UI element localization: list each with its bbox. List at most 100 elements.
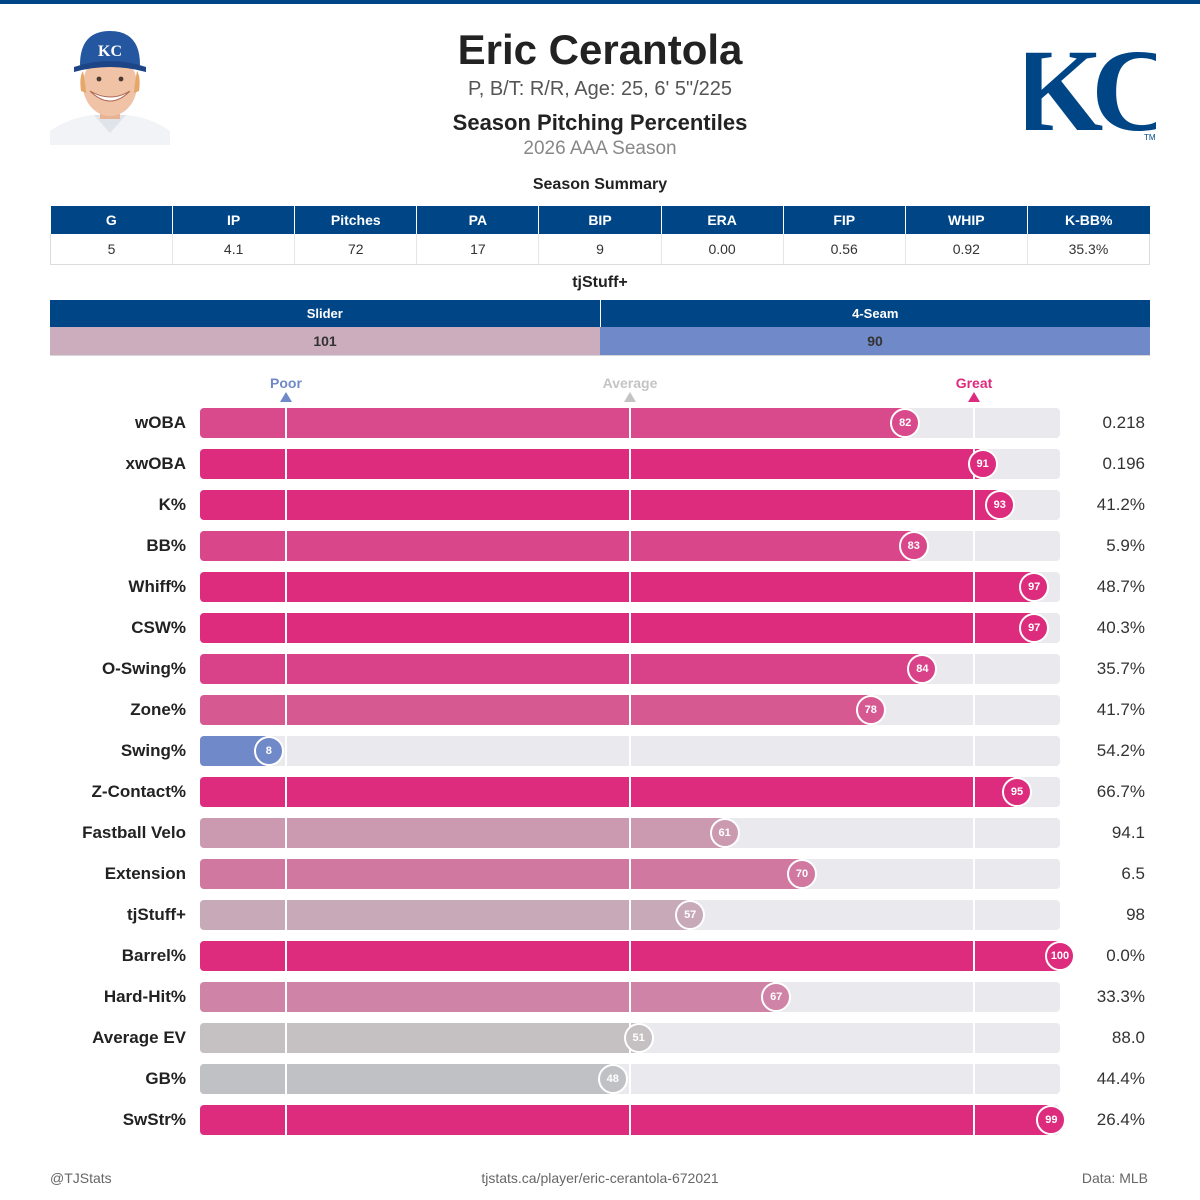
scale-gridline xyxy=(629,531,631,561)
scale-gridline xyxy=(285,531,287,561)
percentile-bubble: 97 xyxy=(1019,613,1050,643)
scale-gridline xyxy=(285,859,287,889)
team-logo: KC TM xyxy=(1026,25,1156,147)
metric-value: 44.4% xyxy=(1096,1069,1145,1088)
footer-source: Data: MLB xyxy=(1081,1170,1148,1186)
percentile-bubble: 83 xyxy=(898,531,929,561)
summary-header-row: G IP Pitches PA BIP ERA FIP WHIP K-BB% xyxy=(50,206,1150,234)
scale-gridline xyxy=(973,613,975,643)
scale-gridline xyxy=(285,572,287,602)
percentile-bubble: 91 xyxy=(967,449,998,479)
percentile-bar xyxy=(200,531,914,561)
scale-gridline xyxy=(973,531,975,561)
percentile-bubble: 82 xyxy=(890,408,921,438)
summary-value-ip: 4.1 xyxy=(172,234,296,265)
summary-value-pa: 17 xyxy=(416,234,540,265)
scale-gridline xyxy=(285,654,287,684)
metric-value: 0.196 xyxy=(1102,454,1145,473)
percentile-bubble: 51 xyxy=(623,1023,654,1053)
scale-label-poor: Poor xyxy=(270,375,302,391)
metric-label: GB% xyxy=(145,1069,186,1088)
percentile-row: BB% 83 5.9% xyxy=(0,531,1200,561)
scale-gridline xyxy=(285,777,287,807)
summary-value-row: 5 4.1 72 17 9 0.00 0.56 0.92 35.3% xyxy=(49,234,1151,265)
season-label: 2026 AAA Season xyxy=(523,138,677,159)
scale-gridline xyxy=(285,449,287,479)
metric-value: 0.218 xyxy=(1102,413,1145,432)
cap-logo: KC xyxy=(98,43,122,60)
scale-gridline xyxy=(285,1064,287,1094)
player-name: Eric Cerantola xyxy=(457,26,743,73)
tjstuff-value-slider: 101 xyxy=(50,327,600,356)
metric-label: Z-Contact% xyxy=(91,782,186,801)
scale-gridline xyxy=(629,490,631,520)
metric-value: 35.7% xyxy=(1096,659,1145,678)
percentile-bar xyxy=(200,695,871,725)
scale-gridline xyxy=(629,572,631,602)
summary-col-whip: WHIP xyxy=(905,206,1028,234)
metric-value: 41.7% xyxy=(1096,700,1145,719)
metric-label: wOBA xyxy=(135,413,186,432)
scale-gridline xyxy=(285,736,287,766)
tjstuff-header-row: Slider 4-Seam xyxy=(50,300,1150,327)
scale-gridline xyxy=(629,859,631,889)
scale-gridline xyxy=(629,1064,631,1094)
scale-gridline xyxy=(973,1105,975,1135)
summary-col-g: G xyxy=(50,206,174,234)
trademark-mark: TM xyxy=(1144,133,1156,142)
percentile-row: GB% 48 44.4% xyxy=(0,1064,1200,1094)
percentile-row: K% 93 41.2% xyxy=(0,490,1200,520)
summary-value-pitches: 72 xyxy=(294,234,418,265)
scale-gridline xyxy=(629,818,631,848)
scale-gridline xyxy=(973,654,975,684)
scale-gridline xyxy=(285,408,287,438)
summary-value-kbb: 35.3% xyxy=(1027,234,1151,265)
summary-col-bip: BIP xyxy=(538,206,662,234)
percentile-bar xyxy=(200,859,802,889)
metric-label: O-Swing% xyxy=(101,659,186,678)
percentile-row: Average EV 51 88.0 xyxy=(0,1023,1200,1053)
percentile-row: Zone% 78 41.7% xyxy=(0,695,1200,725)
percentile-row: Swing% 8 54.2% xyxy=(0,736,1200,766)
percentile-bubble: 99 xyxy=(1036,1105,1067,1135)
report-title: Season Pitching Percentiles xyxy=(452,110,748,135)
tjstuff-pitch-4seam: 4-Seam xyxy=(600,300,1150,327)
percentile-bar xyxy=(200,613,1035,643)
metric-value: 5.9% xyxy=(1106,536,1145,555)
metric-value: 54.2% xyxy=(1096,741,1145,760)
summary-col-fip: FIP xyxy=(783,206,906,234)
percentile-bar xyxy=(200,449,983,479)
metric-label: xwOBA xyxy=(125,454,186,473)
percentile-bar xyxy=(200,490,1000,520)
metric-label: Average EV xyxy=(92,1028,186,1047)
metric-label: Barrel% xyxy=(121,946,186,965)
percentile-row: CSW% 97 40.3% xyxy=(0,613,1200,643)
scale-marker-great-icon xyxy=(968,392,980,402)
percentile-row: wOBA 82 0.218 xyxy=(0,408,1200,438)
percentile-row: Fastball Velo 61 94.1 xyxy=(0,818,1200,848)
metric-label: Extension xyxy=(104,864,186,883)
metric-label: SwStr% xyxy=(122,1110,186,1129)
percentile-row: Z-Contact% 95 66.7% xyxy=(0,777,1200,807)
percentile-row: Barrel% 100 0.0% xyxy=(0,941,1200,971)
metric-label: Swing% xyxy=(120,741,186,760)
scale-gridline xyxy=(629,900,631,930)
metric-value: 66.7% xyxy=(1096,782,1145,801)
scale-gridline xyxy=(285,1105,287,1135)
tjstuff-title: tjStuff+ xyxy=(572,274,628,291)
team-logo-text: KC xyxy=(1026,25,1156,147)
percentile-bubble: 8 xyxy=(253,736,284,766)
summary-value-bip: 9 xyxy=(538,234,662,265)
scale-marker-poor-icon xyxy=(280,392,292,402)
metric-value: 88.0 xyxy=(1111,1028,1145,1047)
scale-gridline xyxy=(629,613,631,643)
percentile-row: xwOBA 91 0.196 xyxy=(0,449,1200,479)
metric-label: Zone% xyxy=(130,700,186,719)
percentile-bubble: 67 xyxy=(761,982,792,1012)
percentile-bar xyxy=(200,572,1035,602)
scale-gridline xyxy=(973,818,975,848)
scale-gridline xyxy=(629,1105,631,1135)
metric-value: 41.2% xyxy=(1096,495,1145,514)
scale-gridline xyxy=(285,1023,287,1053)
top-accent-bar xyxy=(0,0,1200,4)
